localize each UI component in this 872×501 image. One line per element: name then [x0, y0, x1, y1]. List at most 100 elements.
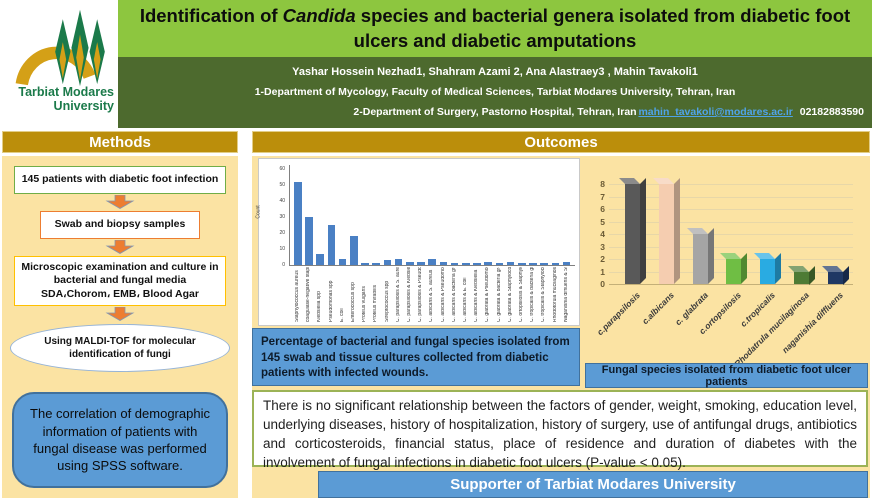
- x-tick-label: C. tropicalis & Staphylococcus: [541, 267, 547, 322]
- bar: [495, 263, 504, 265]
- x-tick-label: C. glabrata & bacteria gr+: [496, 267, 502, 322]
- gridline: [609, 196, 853, 198]
- bar: [361, 263, 369, 265]
- y-axis: [289, 165, 290, 265]
- x-tick-label: Proteus mirabilis: [373, 285, 379, 322]
- x-axis: [289, 265, 575, 266]
- supporter-bar: Supporter of Tarbiat Modares University: [318, 471, 868, 498]
- y-tick: 0: [600, 279, 605, 289]
- x-tick-label: Klebsiella spp: [317, 291, 323, 322]
- x-tick-label: C. albicans & Pseudomonas: [440, 267, 446, 322]
- gridline: [609, 184, 853, 185]
- tmu-logo-icon: [15, 9, 105, 87]
- affiliation-2: 2-Department of Surgery, Pastorno Hospit…: [353, 106, 637, 118]
- bar3d-front: [692, 234, 708, 284]
- bar: [473, 263, 481, 265]
- y-tick: 8: [600, 179, 605, 189]
- bar: [551, 263, 560, 265]
- flow-step-culture: Microscopic examination and culture in b…: [14, 256, 226, 306]
- x-tick-label: Naganishia diffluens & Staphylococcus: [563, 267, 569, 322]
- bacteria-chart-caption: Percentage of bacterial and fungal speci…: [252, 328, 580, 386]
- y-tick: 7: [600, 191, 605, 202]
- bar3d-front: [658, 184, 674, 284]
- logo-text-line2: University: [53, 98, 114, 113]
- bar3d-side: [707, 228, 714, 284]
- x-tick-label: C. parapsilosis & Pseudomonas: [418, 267, 424, 322]
- y-tick: 60: [279, 166, 285, 172]
- down-arrow-icon: [105, 195, 135, 209]
- y-tick: 40: [279, 198, 285, 204]
- bar3d-front: [760, 259, 776, 284]
- y-tick: 0: [282, 262, 285, 268]
- y-tick: 4: [600, 229, 605, 239]
- x-tick-label: C. tropicalis & bacteria gr+: [530, 267, 536, 322]
- bar: [506, 261, 515, 265]
- bar: [417, 261, 425, 265]
- x-axis: [609, 284, 853, 285]
- y-axis-label: Count: [255, 205, 262, 219]
- gridline: [609, 234, 853, 235]
- x-tick-label: C. glabrata & Staphylococcus: [507, 267, 513, 322]
- bar: [484, 261, 492, 265]
- down-arrow-icon: [105, 240, 135, 254]
- x-tick-label: C. glabrata & Pseudomonas: [485, 267, 491, 322]
- gridline: [609, 209, 853, 210]
- outcomes-header: Outcomes: [252, 131, 870, 153]
- bar: [406, 261, 414, 265]
- bar3d-side: [842, 265, 849, 284]
- bar3d-front: [726, 259, 742, 284]
- y-tick: 30: [279, 214, 285, 220]
- bar3d-side: [741, 253, 748, 284]
- bar3d-side: [673, 178, 680, 284]
- x-tick-label: c.albicans: [639, 290, 676, 327]
- bar: [540, 263, 548, 265]
- y-tick: 2: [600, 254, 605, 264]
- bar: [338, 258, 347, 265]
- flow-step-patients: 145 patients with diabetic foot infectio…: [14, 166, 226, 194]
- bar: [462, 263, 470, 265]
- university-logo: Tarbiat Modares University: [0, 0, 118, 128]
- flow-step-maldi: Using MALDI-TOF for molecular identifica…: [10, 324, 230, 372]
- title-italic-genus: Candida: [282, 4, 356, 26]
- x-tick-label: coagulase-negative staphylococci: [306, 267, 312, 322]
- poster-title: Identification of Candida species and ba…: [118, 0, 872, 57]
- bar: [350, 236, 358, 265]
- authors-band: Yashar Hossein Nezhad1, Shahram Azami 2,…: [118, 57, 872, 128]
- x-tick-label: Pseudomonas spp: [328, 280, 334, 322]
- x-tick-label: C. albicans & S. aureus: [429, 269, 435, 322]
- x-tick-label: C. albicans & E. coli: [463, 277, 468, 322]
- bar: [327, 225, 336, 265]
- methods-header: Methods: [2, 131, 238, 153]
- x-tick-label: C. parapsilosis & Klebsiella spp: [407, 267, 412, 322]
- x-tick-label: E. coli: [339, 308, 345, 322]
- bar3d-front: [625, 184, 640, 284]
- x-tick-label: C. albicans & bacteria gr+: [451, 267, 457, 322]
- gridline: [609, 246, 853, 248]
- bar: [518, 263, 526, 265]
- bar: [294, 181, 302, 265]
- fungal-species-chart: 0 1 2 3 4 5 6 7 8 c.parapsilosis c.albicans c. glab…: [585, 156, 868, 369]
- bar: [316, 253, 324, 265]
- affiliation-1: 1-Department of Mycology, Faculty of Med…: [254, 86, 736, 98]
- gridline: [609, 221, 853, 223]
- x-tick-label: Staphylococcus aureus: [295, 270, 300, 322]
- bar3d-side: [640, 178, 646, 284]
- down-arrow-icon: [105, 307, 135, 321]
- bar: [372, 263, 380, 265]
- spss-note-box: The correlation of demographic informati…: [12, 392, 228, 488]
- outcomes-panel: Count 0 10 20 30 40 50 60 Staphylococcus aureus c…: [252, 156, 870, 498]
- title-suffix: species and bacterial genera isolated fr…: [353, 4, 851, 51]
- title-prefix: Identification of: [139, 4, 283, 26]
- y-tick: 1: [600, 266, 605, 277]
- bar: [383, 260, 392, 265]
- bar3d-front: [827, 271, 843, 284]
- logo-text-line1: Tarbiat Modares: [18, 85, 114, 99]
- y-tick: 20: [279, 230, 285, 236]
- bar3d-side: [809, 265, 815, 284]
- y-tick: 50: [279, 182, 285, 188]
- email-link[interactable]: mahin_tavakoli@modares.ac.ir: [638, 106, 793, 118]
- bar: [450, 263, 459, 265]
- x-tick-label: C. ortopsilosis & Staphylococcus: [519, 267, 524, 322]
- x-tick-label: C. albicans & Klebsiella: [474, 269, 480, 322]
